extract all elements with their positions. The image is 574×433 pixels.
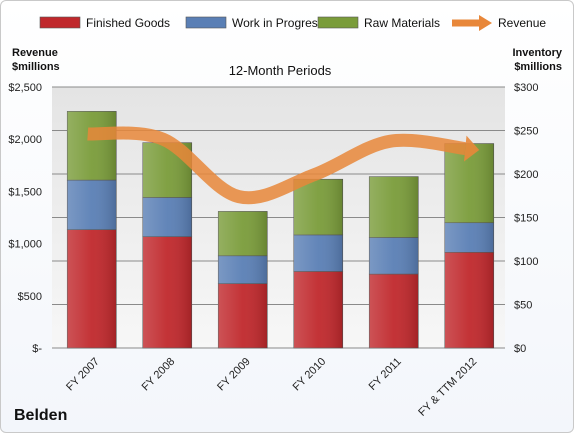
x-tick-label: FY 2008 xyxy=(140,356,178,394)
right-tick-label: $0 xyxy=(514,343,526,355)
bar-segment-shade xyxy=(218,211,268,256)
revenue-arrowhead xyxy=(463,135,480,162)
revenue-line xyxy=(87,126,480,205)
bar-segment-shade xyxy=(142,236,192,348)
left-tick-label: $500 xyxy=(18,291,42,303)
bar-segment-shade xyxy=(369,237,419,275)
legend-label: Raw Materials xyxy=(364,16,440,30)
left-axis-title-line: Revenue xyxy=(12,47,58,59)
bar-segment-shade xyxy=(444,222,494,253)
legend-label: Finished Goods xyxy=(86,16,170,30)
legend-label: Work in Progress xyxy=(232,16,324,30)
chart-subtitle: 12-Month Periods xyxy=(229,63,332,78)
bar-segment-shade xyxy=(67,229,117,348)
x-tick-label: FY 2011 xyxy=(367,356,404,393)
legend-label: Revenue xyxy=(498,16,546,30)
bar-segment-shade xyxy=(293,234,343,272)
legend-swatch xyxy=(39,16,81,29)
bar-segment-shade xyxy=(67,111,117,181)
x-tick-label: FY 2009 xyxy=(215,356,253,394)
bars xyxy=(66,111,495,349)
bar-segment-shade xyxy=(218,255,268,284)
company-name: Belden xyxy=(14,407,67,424)
left-axis-ticks: $- $500 $1,000 $1,500 $2,000 $2,500 xyxy=(8,82,42,355)
left-tick-label: $2,500 xyxy=(8,82,42,94)
x-tick-label: FY 2007 xyxy=(64,356,102,394)
x-tick-label: FY & TTM 2012 xyxy=(416,356,479,419)
left-tick-label: $1,500 xyxy=(8,186,42,198)
left-axis-title: Revenue $millions xyxy=(12,47,60,73)
right-axis-title: Inventory $millions xyxy=(512,47,562,73)
bar-segment-shade xyxy=(444,252,494,348)
bar-segment-shade xyxy=(67,180,117,230)
legend-arrow-swatch xyxy=(479,15,492,31)
left-axis-title-line: $millions xyxy=(12,61,60,73)
bar-segment-shade xyxy=(142,197,192,237)
bar-segment-shade xyxy=(293,179,343,235)
legend-swatch xyxy=(185,16,227,29)
left-tick-label: $1,000 xyxy=(8,239,42,251)
right-tick-label: $200 xyxy=(514,169,538,181)
legend-swatch xyxy=(317,16,359,29)
right-axis-title-line: $millions xyxy=(514,61,562,73)
right-axis-title-line: Inventory xyxy=(512,47,562,59)
right-tick-label: $300 xyxy=(514,82,538,94)
right-tick-label: $150 xyxy=(514,213,538,225)
left-tick-label: $2,000 xyxy=(8,134,42,146)
right-axis-ticks: $0 $50 $100 $150 $200 $250 $300 xyxy=(514,82,538,355)
x-axis-ticks: FY 2007 FY 2008 FY 2009 FY 2010 FY 2011 FY & … xyxy=(64,356,479,419)
bar-segment-shade xyxy=(218,283,268,348)
right-tick-label: $100 xyxy=(514,256,538,268)
left-tick-label: $- xyxy=(32,343,42,355)
right-tick-label: $50 xyxy=(514,300,532,312)
x-tick-label: FY 2010 xyxy=(291,356,329,394)
revenue-line-path xyxy=(87,126,467,205)
right-tick-label: $250 xyxy=(514,126,538,138)
bar-segment-shade xyxy=(369,274,419,348)
bar-segment-shade xyxy=(293,271,343,348)
bar-segment-shade xyxy=(369,176,419,238)
legend: Finished Goods Work in Progress Raw Materi… xyxy=(39,15,546,31)
